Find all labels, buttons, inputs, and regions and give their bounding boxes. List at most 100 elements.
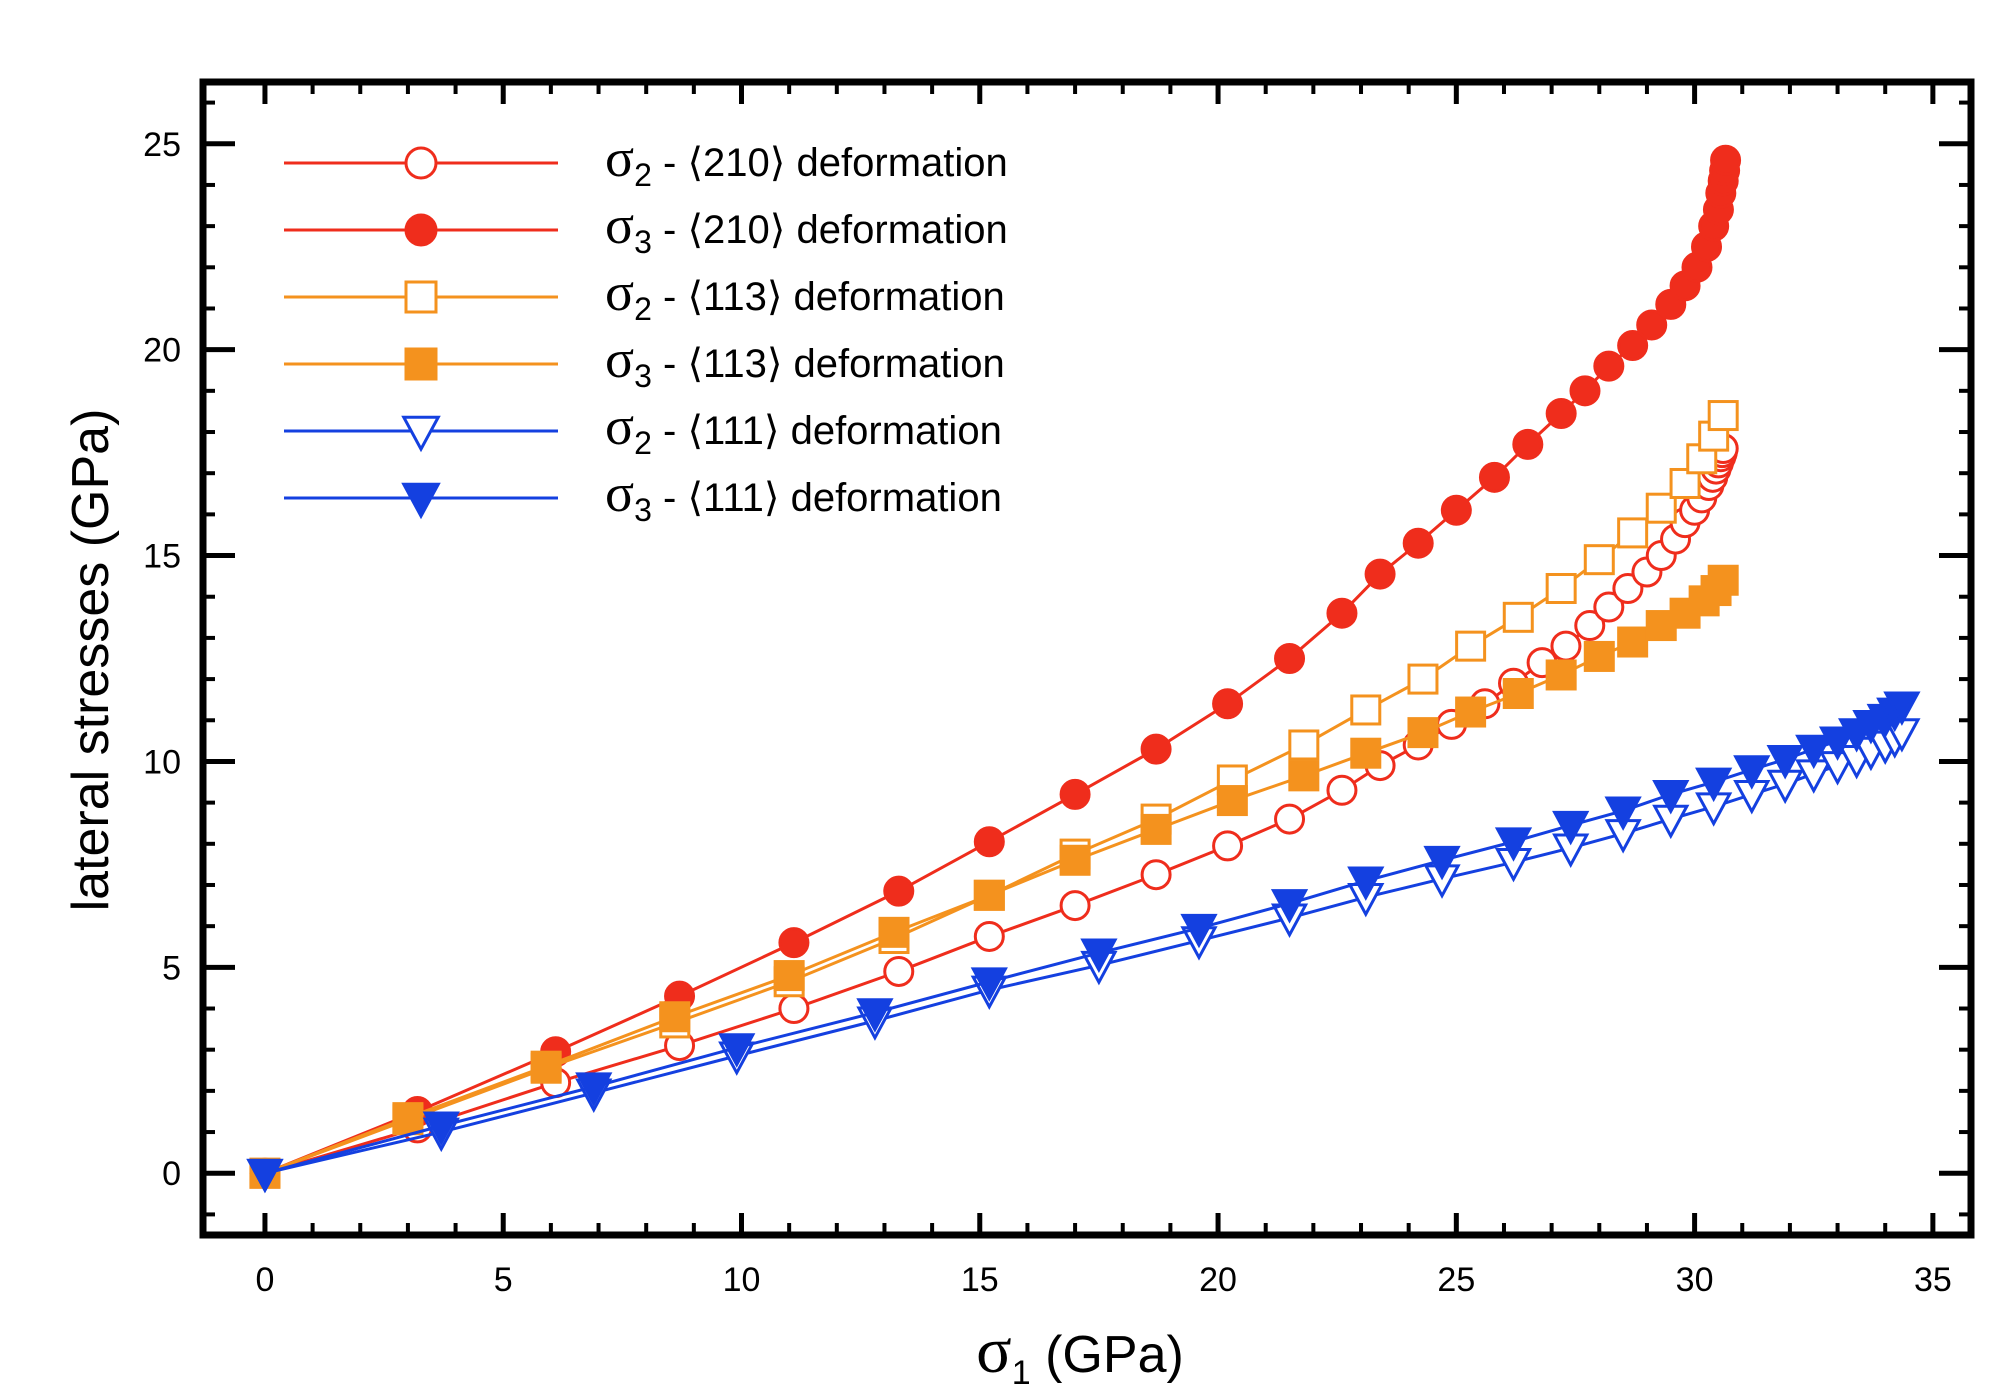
data-point	[1212, 688, 1244, 720]
data-point	[973, 826, 1005, 858]
data-point	[422, 1111, 460, 1146]
data-point	[1593, 591, 1625, 623]
data-point	[1288, 760, 1320, 792]
series-4	[249, 564, 1739, 1189]
legend-marker	[404, 280, 438, 314]
data-point	[1883, 691, 1921, 726]
data-point	[392, 1102, 424, 1134]
data-point	[1455, 696, 1487, 728]
data-point	[778, 993, 810, 1025]
legend-symbol: σ	[605, 463, 634, 523]
legend-subscript: 3	[634, 492, 652, 528]
legend-label: σ3 - ⟨113⟩ deformation	[605, 329, 1005, 394]
data-point	[1669, 467, 1701, 499]
data-point	[1140, 813, 1172, 845]
data-point	[773, 960, 805, 992]
data-point	[1212, 830, 1244, 862]
data-point	[1494, 827, 1533, 862]
data-point	[1512, 428, 1544, 460]
data-point	[1545, 659, 1577, 691]
series-1	[249, 432, 1739, 1189]
legend-text-rest: - ⟨210⟩ deformation	[652, 141, 1008, 185]
y-tick-label: 0	[162, 1155, 181, 1193]
data-point	[883, 875, 915, 907]
data-point	[530, 1050, 562, 1082]
legend-subscript: 2	[634, 157, 652, 193]
x-tick-label: 35	[1914, 1261, 1952, 1299]
legend-subscript: 3	[634, 358, 652, 394]
series-layer	[246, 144, 1921, 1194]
data-point	[1545, 572, 1577, 604]
data-point	[1707, 400, 1739, 432]
x-tick-label: 25	[1437, 1261, 1475, 1299]
data-point	[970, 967, 1008, 1002]
data-point	[1455, 630, 1487, 662]
data-point	[1583, 640, 1615, 672]
data-point	[883, 955, 915, 987]
data-point	[1274, 643, 1306, 674]
data-point	[1180, 913, 1218, 949]
data-point	[1574, 610, 1606, 642]
data-point	[1593, 350, 1625, 382]
y-axis-title: lateral stresses (GPa)	[62, 409, 120, 912]
x-tick-labels: 0 5 10 15 20 25 30 35	[255, 1261, 1951, 1299]
y-tick-label: 25	[143, 126, 181, 164]
data-point	[1270, 889, 1309, 924]
data-point	[1583, 544, 1615, 576]
legend-text-rest: - ⟨111⟩ deformation	[652, 409, 1002, 453]
legend-text-rest: - ⟨210⟩ deformation	[652, 208, 1008, 252]
data-point	[1818, 726, 1857, 761]
legend-text-rest: - ⟨113⟩ deformation	[652, 275, 1005, 319]
legend-symbol: σ	[605, 396, 634, 456]
legend-label: σ3 - ⟨210⟩ deformation	[605, 195, 1008, 260]
y-tick-labels: 0 5 10 15 20 25	[143, 126, 181, 1193]
data-point	[1274, 803, 1306, 835]
data-point	[1059, 778, 1091, 810]
data-point	[1059, 890, 1091, 922]
legend-label: σ2 - ⟨113⟩ deformation	[605, 262, 1005, 327]
series-6	[246, 691, 1921, 1194]
data-point	[1733, 755, 1771, 790]
x-tick-label: 5	[494, 1261, 513, 1299]
data-point	[1766, 745, 1804, 780]
legend-marker	[401, 482, 441, 520]
data-point	[878, 916, 910, 948]
legend-label: σ3 - ⟨111⟩ deformation	[605, 463, 1002, 528]
legend-symbol: σ	[605, 195, 634, 255]
legend-marker	[404, 146, 438, 180]
data-point	[1407, 717, 1439, 749]
series-line	[264, 448, 1725, 1175]
data-point	[1478, 461, 1510, 493]
data-point	[575, 1072, 613, 1107]
legend-text-rest: - ⟨113⟩ deformation	[652, 342, 1005, 386]
data-point	[1795, 734, 1833, 770]
legend-marker	[404, 347, 438, 381]
legend-marker	[404, 213, 438, 247]
data-point	[1140, 733, 1172, 765]
x-tick-label: 15	[961, 1261, 999, 1299]
data-point	[1617, 517, 1649, 549]
legend-label: σ2 - ⟨210⟩ deformation	[605, 128, 1008, 193]
data-point	[659, 1001, 691, 1033]
legend-subscript: 2	[634, 425, 652, 461]
legend-subscript: 3	[634, 224, 652, 260]
data-point	[1707, 564, 1739, 596]
data-point	[1347, 866, 1385, 901]
data-point	[1288, 729, 1320, 761]
plot-frame	[199, 78, 1975, 1239]
data-point	[1652, 780, 1690, 815]
data-point	[778, 927, 810, 959]
legend-item: σ3 - ⟨111⟩ deformation	[284, 463, 1002, 528]
legend-label: σ2 - ⟨111⟩ deformation	[605, 396, 1002, 461]
data-point	[1552, 810, 1590, 846]
data-point	[1350, 694, 1382, 726]
data-point	[1350, 737, 1382, 769]
legend-text-rest: - ⟨111⟩ deformation	[652, 476, 1002, 520]
data-point	[1569, 375, 1601, 407]
data-point	[1502, 601, 1534, 633]
x-tick-label: 30	[1676, 1261, 1714, 1299]
data-point	[1695, 767, 1733, 803]
data-point	[1326, 597, 1358, 629]
data-point	[1140, 859, 1172, 891]
